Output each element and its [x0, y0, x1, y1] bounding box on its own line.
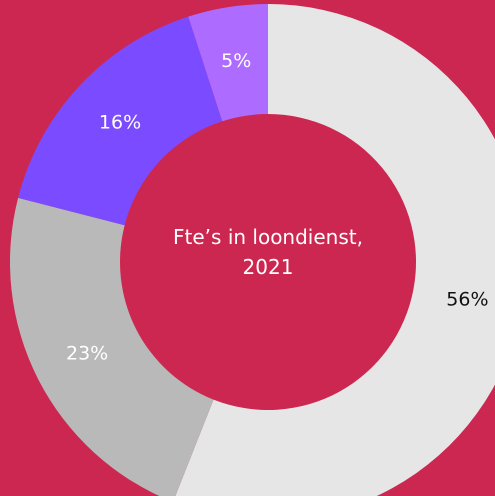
data-label: 23%	[66, 343, 108, 365]
donut-slice	[188, 4, 268, 122]
donut-slice	[175, 4, 495, 496]
data-label: 16%	[99, 112, 141, 134]
data-label: 5%	[221, 50, 251, 72]
donut-slice	[10, 197, 214, 496]
chart-title: Fte’s in loondienst, 2021	[173, 225, 363, 279]
donut-slice	[18, 16, 223, 226]
data-label: 56%	[446, 289, 488, 311]
